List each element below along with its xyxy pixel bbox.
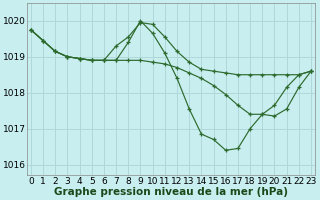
X-axis label: Graphe pression niveau de la mer (hPa): Graphe pression niveau de la mer (hPa)	[54, 187, 288, 197]
